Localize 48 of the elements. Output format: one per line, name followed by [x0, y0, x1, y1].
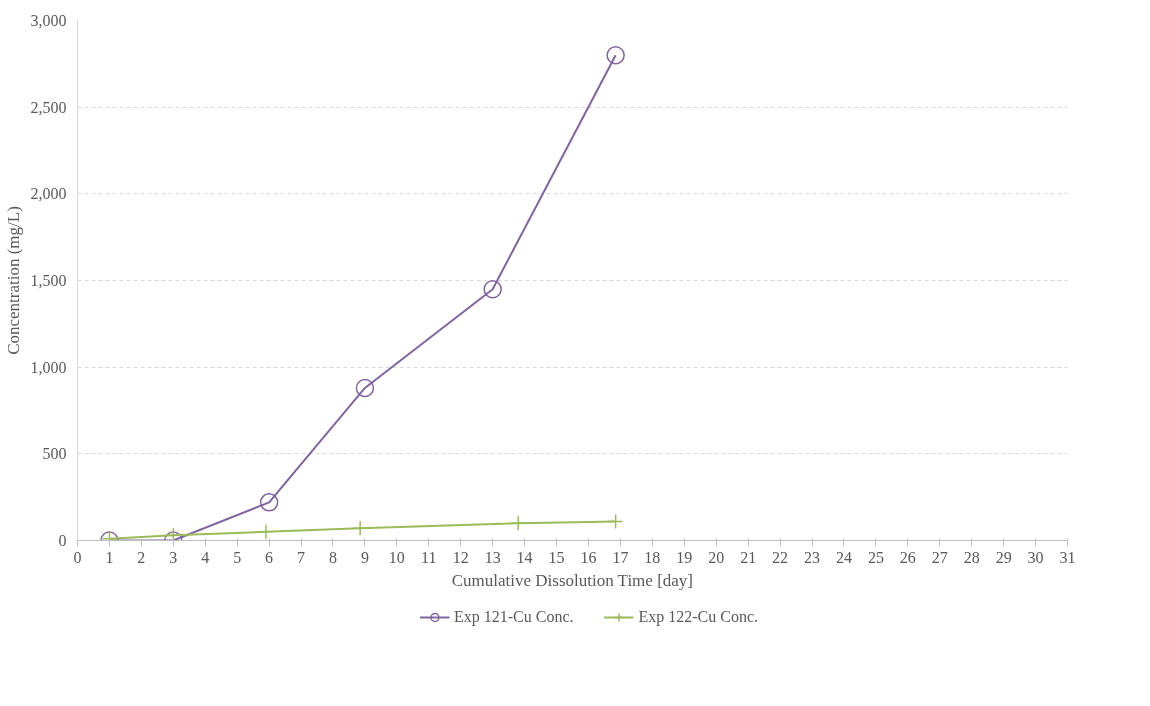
point	[259, 493, 279, 512]
x-tick-label: 9	[360, 548, 369, 566]
legend-label: Exp 121-Cu Conc.	[453, 608, 574, 626]
x-tick-label: 7	[297, 548, 306, 566]
x-tick-label: 31	[1059, 548, 1076, 566]
x-tick-label: 21	[740, 548, 757, 566]
x-tick-label: 15	[548, 548, 565, 566]
x-tick-label: 16	[580, 548, 597, 566]
x-tick-label: 10	[388, 548, 405, 566]
x-tick-label: 19	[676, 548, 693, 566]
y-tick-label: 0	[58, 532, 67, 549]
x-tick-label: 20	[708, 548, 725, 566]
x-tick-label: 28	[963, 548, 980, 566]
point	[483, 279, 502, 299]
y-tick-label: 1,500	[30, 272, 67, 289]
x-tick-label: 8	[328, 548, 337, 566]
y-tick-label: 2,000	[30, 185, 67, 203]
x-tick-label: 27	[931, 548, 948, 566]
x-tick-label: 30	[1027, 548, 1044, 566]
x-tick-label: 2	[137, 548, 146, 566]
x-tick-label: 6	[265, 548, 274, 566]
x-tick-label: 29	[995, 548, 1012, 566]
y-tick-label: 2,500	[30, 98, 67, 116]
point	[355, 378, 375, 398]
x-tick-label: 24	[835, 548, 852, 566]
x-tick-label: 0	[73, 548, 82, 566]
x-axis-title: Cumulative Dissolution Time [day]	[451, 570, 693, 590]
x-tick-label: 18	[644, 548, 661, 566]
x-tick-label: 1	[105, 548, 114, 566]
point	[606, 45, 625, 65]
x-tick-label: 3	[169, 548, 178, 566]
y-tick-label: 1,000	[30, 358, 67, 376]
x-tick-label: 14	[516, 548, 533, 566]
x-tick-label: 22	[772, 548, 789, 566]
x-tick-label: 13	[484, 548, 501, 566]
x-tick-label: 12	[452, 548, 469, 566]
y-tick-label: 500	[42, 445, 67, 463]
y-axis-title: Concentration (mg/L)	[3, 206, 23, 355]
x-tick-label: 26	[899, 548, 916, 566]
y-tick-label: 3,000	[30, 12, 67, 29]
x-tick-label: 23	[804, 548, 821, 566]
x-tick-label: 25	[867, 548, 884, 566]
x-tick-label: 11	[421, 548, 437, 566]
x-tick-label: 4	[201, 548, 210, 566]
point	[607, 513, 624, 530]
x-tick-label: 5	[233, 548, 242, 566]
x-tick-label: 17	[612, 548, 629, 566]
legend-label: Exp 122-Cu Conc.	[638, 608, 759, 626]
